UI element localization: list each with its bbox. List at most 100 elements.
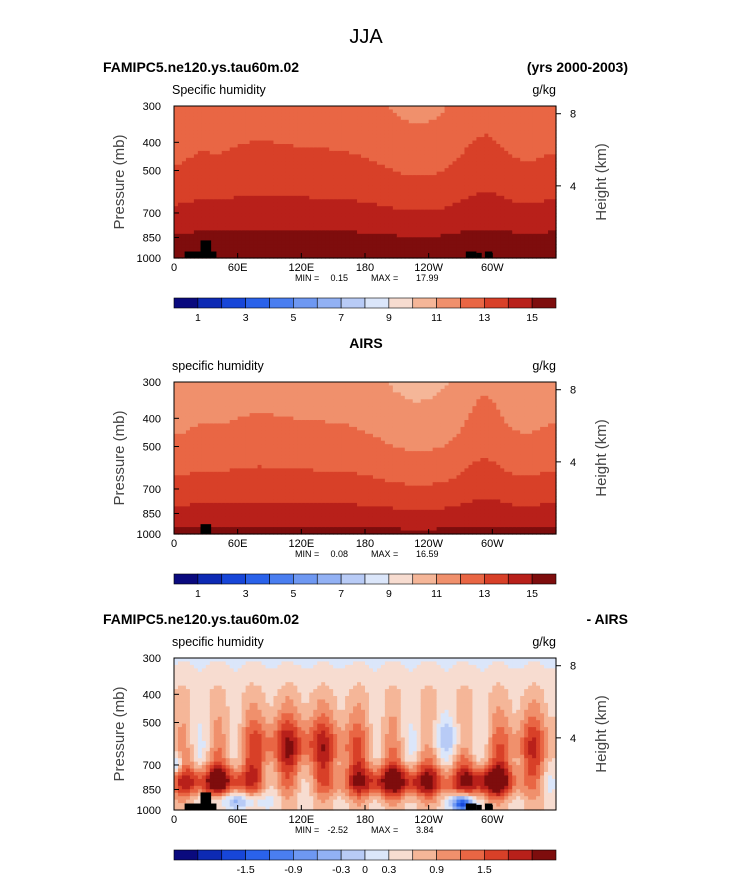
field-cell (201, 395, 207, 400)
field-cell (392, 213, 398, 218)
field-cell (357, 182, 362, 187)
field-cell (524, 226, 529, 231)
field-cell (233, 171, 239, 176)
field-cell (472, 185, 478, 190)
field-cell (528, 157, 533, 162)
field-cell (333, 206, 338, 211)
field-cell (452, 137, 458, 142)
field-cell (548, 202, 553, 207)
field-cell (309, 220, 314, 225)
field-cell (540, 213, 545, 218)
field-cell (297, 116, 302, 121)
field-cell (488, 206, 493, 211)
field-cell (221, 426, 227, 431)
field-cell (540, 209, 545, 214)
field-cell (281, 116, 287, 121)
field-cell (197, 144, 203, 149)
field-cell (281, 230, 287, 235)
field-cell (376, 109, 382, 114)
field-cell (524, 182, 529, 187)
field-cell (189, 392, 195, 397)
field-cell (213, 150, 219, 155)
field-cell (217, 395, 223, 400)
field-cell (512, 202, 517, 207)
field-cell (353, 202, 358, 207)
field-cell (408, 240, 414, 245)
field-cell (532, 251, 537, 256)
field-cell (333, 154, 338, 159)
field-cell (376, 147, 382, 152)
field-cell (225, 402, 231, 407)
field-cell (436, 206, 442, 211)
field-cell (472, 116, 478, 121)
field-cell (317, 223, 322, 228)
field-cell (217, 413, 223, 418)
field-cell (528, 119, 533, 124)
field-cell (181, 430, 187, 435)
field-cell (253, 240, 259, 245)
field-cell (209, 426, 215, 431)
field-cell (372, 199, 378, 204)
field-cell (396, 106, 402, 111)
field-cell (285, 254, 290, 259)
field-cell (368, 140, 374, 145)
field-cell (516, 251, 521, 256)
field-cell (337, 244, 342, 249)
field-cell (174, 130, 179, 135)
field-cell (217, 523, 223, 528)
field-cell (380, 130, 386, 135)
field-cell (520, 130, 525, 135)
field-cell (233, 433, 239, 438)
field-cell (476, 171, 481, 176)
field-cell (512, 168, 517, 173)
field-cell (233, 468, 239, 473)
field-cell (368, 251, 374, 256)
field-cell (237, 220, 243, 225)
field-cell (436, 202, 442, 207)
field-cell (365, 230, 370, 235)
field-cell (181, 168, 187, 173)
field-cell (189, 440, 195, 445)
field-cell (404, 123, 410, 128)
field-cell (544, 112, 549, 117)
field-cell (416, 185, 422, 190)
field-cell (524, 116, 529, 121)
field-cell (281, 109, 287, 114)
field-cell (536, 230, 541, 235)
field-cell (174, 482, 179, 487)
field-cell (297, 195, 302, 200)
field-cell (512, 130, 517, 135)
field-cell (305, 188, 310, 193)
field-cell (193, 475, 199, 480)
field-cell (269, 168, 275, 173)
field-cell (504, 116, 509, 121)
field-cell (221, 402, 227, 407)
field-cell (500, 213, 505, 218)
field-cell (313, 202, 318, 207)
field-cell (484, 188, 489, 193)
field-cell (520, 147, 525, 152)
field-cell (468, 223, 474, 228)
field-cell (313, 150, 318, 155)
field-cell (532, 112, 537, 117)
field-cell (368, 106, 374, 111)
field-cell (289, 137, 294, 142)
field-cell (524, 109, 529, 114)
field-cell (189, 492, 195, 497)
field-cell (174, 244, 179, 249)
field-cell (177, 482, 183, 487)
field-cell (229, 426, 235, 431)
field-cell (221, 106, 227, 111)
field-cell (249, 213, 255, 218)
field-cell (181, 489, 187, 494)
field-cell (245, 199, 251, 204)
field-cell (189, 209, 195, 214)
field-cell (528, 213, 533, 218)
field-cell (528, 109, 533, 114)
field-cell (221, 157, 227, 162)
field-cell (233, 144, 239, 149)
field-cell (297, 130, 302, 135)
field-cell (197, 530, 203, 535)
field-cell (388, 240, 394, 245)
field-cell (181, 199, 187, 204)
